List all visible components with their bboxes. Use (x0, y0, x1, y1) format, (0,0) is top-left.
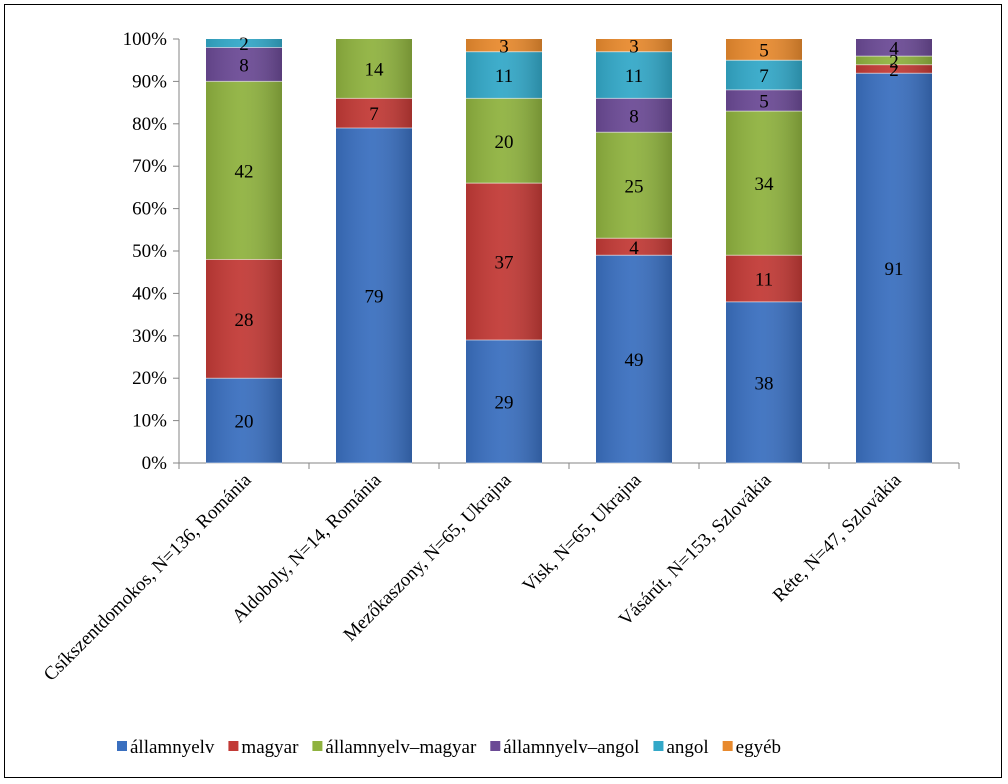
data-label: 37 (495, 253, 514, 274)
data-label: 20 (495, 132, 514, 153)
y-tick-label: 40% (132, 283, 167, 304)
bar-segment-shading (726, 111, 802, 256)
chart-frame: 0% 10% 20% 30% 40% 50% 60% 70% 80% 90% 100% 20 28 42… (4, 4, 1002, 778)
data-label: 8 (629, 106, 639, 127)
y-tick-label: 20% (132, 368, 167, 389)
bar-segment-shading (856, 64, 932, 74)
bar-segment-shading (596, 132, 672, 239)
bars (206, 39, 932, 464)
legend-swatch (722, 741, 733, 751)
bar-segment-shading (596, 98, 672, 133)
data-label: 2 (889, 60, 899, 81)
data-labels: 2028428279714293720113494258113381134575… (235, 34, 904, 432)
data-label: 29 (495, 393, 514, 414)
bar-segment-shading (206, 378, 282, 463)
bar-segment-shading (726, 60, 802, 90)
bar-segment-shading (856, 56, 932, 65)
legend-item: államnyelv (117, 737, 215, 758)
bar-segment-shading (466, 183, 542, 341)
bar-segment-shading (466, 51, 542, 99)
data-label: 5 (759, 91, 769, 112)
stacked-bar-chart: 0%10%20%30%40%50%60%70%80%90%100% 202842… (40, 29, 960, 758)
data-label: 49 (625, 350, 644, 371)
data-label: 4 (889, 39, 899, 60)
y-tick-label: 50% (132, 241, 167, 262)
bar-segment-shading (726, 89, 802, 112)
data-label: 42 (235, 161, 254, 182)
data-label: 4 (629, 238, 639, 259)
bar-segment-shading (466, 340, 542, 463)
legend-item: államnyelv–magyar (312, 737, 477, 758)
data-label: 34 (755, 174, 775, 195)
data-label: 11 (495, 66, 513, 87)
category-label: Aldoboly, N=14, Románia (228, 469, 386, 627)
y-tick-label: 60% (132, 199, 167, 220)
bar-segment-shading (726, 301, 802, 463)
legend-label: államnyelv (130, 737, 215, 758)
category-label: Csíkszentdomokos, N=136, Románia (40, 469, 256, 685)
legend-swatch (228, 741, 239, 751)
legend-label: államnyelv–magyar (325, 737, 477, 758)
data-label: 28 (235, 310, 254, 331)
data-label: 7 (759, 66, 769, 87)
bar-segment-shading (336, 98, 412, 129)
data-label: 3 (629, 36, 639, 57)
bar-segment-shading (726, 255, 802, 302)
data-label: 3 (499, 36, 509, 57)
legend-item: magyar (228, 737, 299, 758)
bar-segment-shading (336, 39, 412, 99)
y-tick-label: 0% (142, 453, 168, 474)
category-label: Visk, N=65, Ukrajna (519, 469, 646, 596)
data-label: 14 (365, 60, 385, 81)
legend-label: angol (666, 737, 708, 758)
bar-segment-shading (206, 47, 282, 82)
y-tick-label: 100% (123, 29, 168, 50)
data-label: 11 (625, 66, 643, 87)
data-label: 2 (889, 51, 899, 72)
axes: 0% 10% 20% 30% 40% 50% 60% 70% 80% 90% 100% (123, 29, 960, 474)
legend-swatch (312, 741, 323, 751)
data-label: 11 (755, 270, 773, 291)
bar-segment-shading (596, 51, 672, 99)
bar-segment-shading (206, 81, 282, 260)
bar-segment-shading (856, 73, 932, 463)
bar-segment-shading (336, 128, 412, 463)
data-label: 20 (235, 412, 254, 433)
y-tick-label: 80% (132, 114, 167, 135)
legend-swatch (653, 741, 664, 751)
legend-swatch (490, 741, 501, 751)
legend-item: egyéb (722, 737, 781, 758)
bar-segment-shading (206, 259, 282, 379)
category-label: Vásárút, N=153, Szlovákia (615, 469, 776, 630)
legend-item: angol (653, 737, 709, 758)
bar-segment-shading (596, 238, 672, 256)
bar-segment-shading (596, 39, 672, 52)
y-tick-label: 90% (132, 71, 167, 92)
y-tick-label: 70% (132, 156, 167, 177)
data-label: 79 (365, 287, 384, 308)
legend-label: államnyelv–angol (503, 737, 639, 758)
bar-segment-shading (206, 39, 282, 48)
bar-segment-shading (856, 39, 932, 57)
data-label: 5 (759, 41, 769, 62)
legend-swatch (117, 741, 127, 751)
category-label: Réte, N=47, Szlovákia (769, 469, 906, 606)
y-tick-label: 10% (132, 411, 167, 432)
data-label: 25 (625, 176, 644, 197)
legend-label: egyéb (736, 737, 781, 758)
bar-segment-shading (466, 98, 542, 184)
bar-segment-shading (466, 39, 542, 52)
legend: államnyelv magyar államnyelv–magyar államny… (117, 737, 781, 758)
data-label: 2 (239, 34, 249, 55)
legend-label: magyar (241, 737, 299, 758)
data-label: 38 (755, 373, 774, 394)
category-labels: Csíkszentdomokos, N=136, RomániaAldoboly… (40, 469, 906, 685)
data-label: 91 (885, 259, 904, 280)
legend-item: államnyelv–angol (490, 737, 639, 758)
data-label: 7 (369, 104, 379, 125)
bar-segment-shading (726, 39, 802, 61)
y-tick-label: 30% (132, 326, 167, 347)
data-label: 8 (239, 55, 249, 76)
bar-segment-shading (596, 255, 672, 463)
